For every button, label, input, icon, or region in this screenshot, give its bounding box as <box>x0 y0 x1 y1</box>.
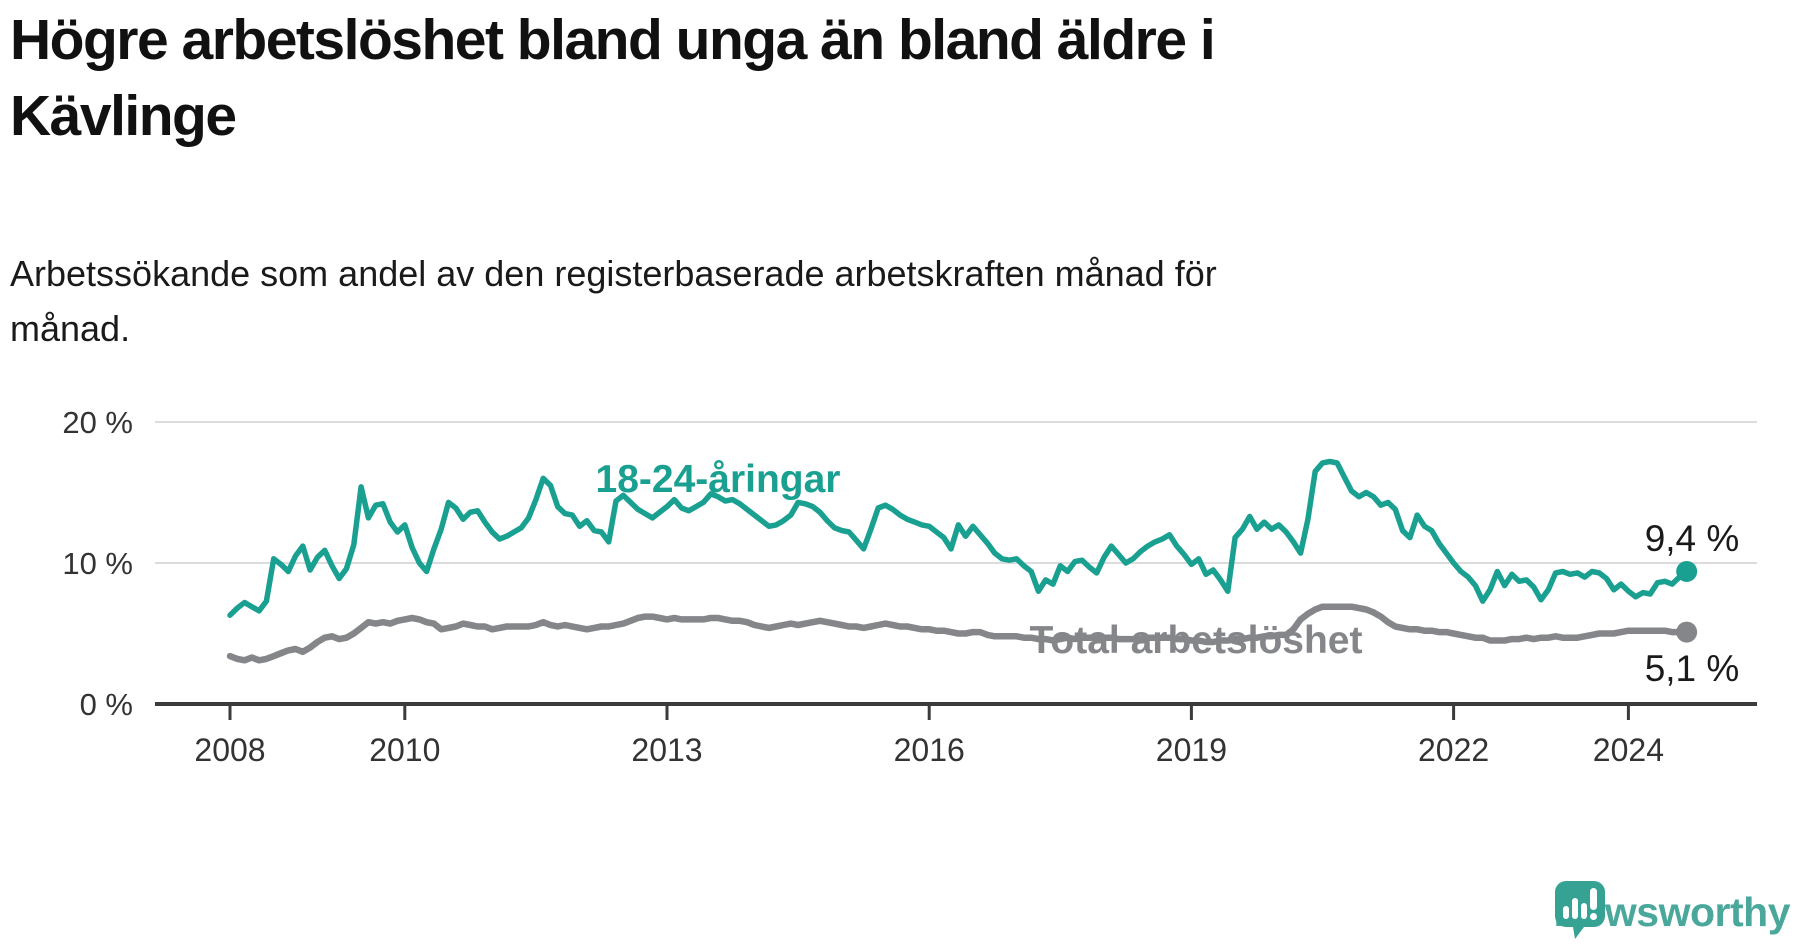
x-tick-label-2013: 2013 <box>631 732 702 768</box>
chart-subtitle-line1: Arbetssökande som andel av den registerb… <box>10 253 1217 294</box>
newsworthy-logo-icon <box>1554 881 1605 939</box>
y-tick-label-10: 10 % <box>62 546 133 581</box>
logo-speech-bubble <box>1554 881 1605 939</box>
y-tick-label-20: 20 % <box>62 405 133 440</box>
total-series-label: Total arbetslöshet <box>1029 619 1362 662</box>
total-series-line <box>226 603 1690 664</box>
total-end-value-label: 5,1 % <box>1645 648 1740 689</box>
x-tick-label-2010: 2010 <box>369 732 440 768</box>
chart-title: Högre arbetslöshet bland unga än bland ä… <box>10 2 1750 154</box>
youth-end-value-label: 9,4 % <box>1645 518 1740 559</box>
youth-end-dot <box>1676 560 1698 582</box>
logo-exclamation-bar <box>1589 888 1597 910</box>
x-tick-label-2016: 2016 <box>894 732 965 768</box>
youth-series-label: 18-24-åringar <box>596 458 841 501</box>
x-tick-label-2022: 2022 <box>1418 732 1489 768</box>
logo-bar-small <box>1562 906 1569 919</box>
x-tick-label-2019: 2019 <box>1156 732 1227 768</box>
axis-layer: 20 % 10 % 0 % 2008 2010 2013 2016 2019 2022 2024 <box>62 405 1757 768</box>
y-tick-label-0: 0 % <box>80 687 133 722</box>
chart-title-line1: Högre arbetslöshet bland unga än bland ä… <box>10 8 1216 72</box>
newsworthy-logo: Newsworthy <box>1554 880 1790 944</box>
chart-subtitle: Arbetssökande som andel av den registerb… <box>10 246 1570 356</box>
chart-title-line2: Kävlinge <box>10 84 237 148</box>
total-end-dot <box>1676 621 1698 643</box>
logo-bar-medium <box>1580 903 1587 919</box>
logo-exclamation-dot <box>1589 913 1597 920</box>
x-tick-label-2008: 2008 <box>194 732 265 768</box>
series-layer <box>226 458 1698 664</box>
chart-subtitle-line2: månad. <box>10 308 131 349</box>
x-tick-label-2024: 2024 <box>1593 732 1664 768</box>
logo-bar-tall <box>1571 898 1578 919</box>
youth-series-line <box>227 458 1690 618</box>
